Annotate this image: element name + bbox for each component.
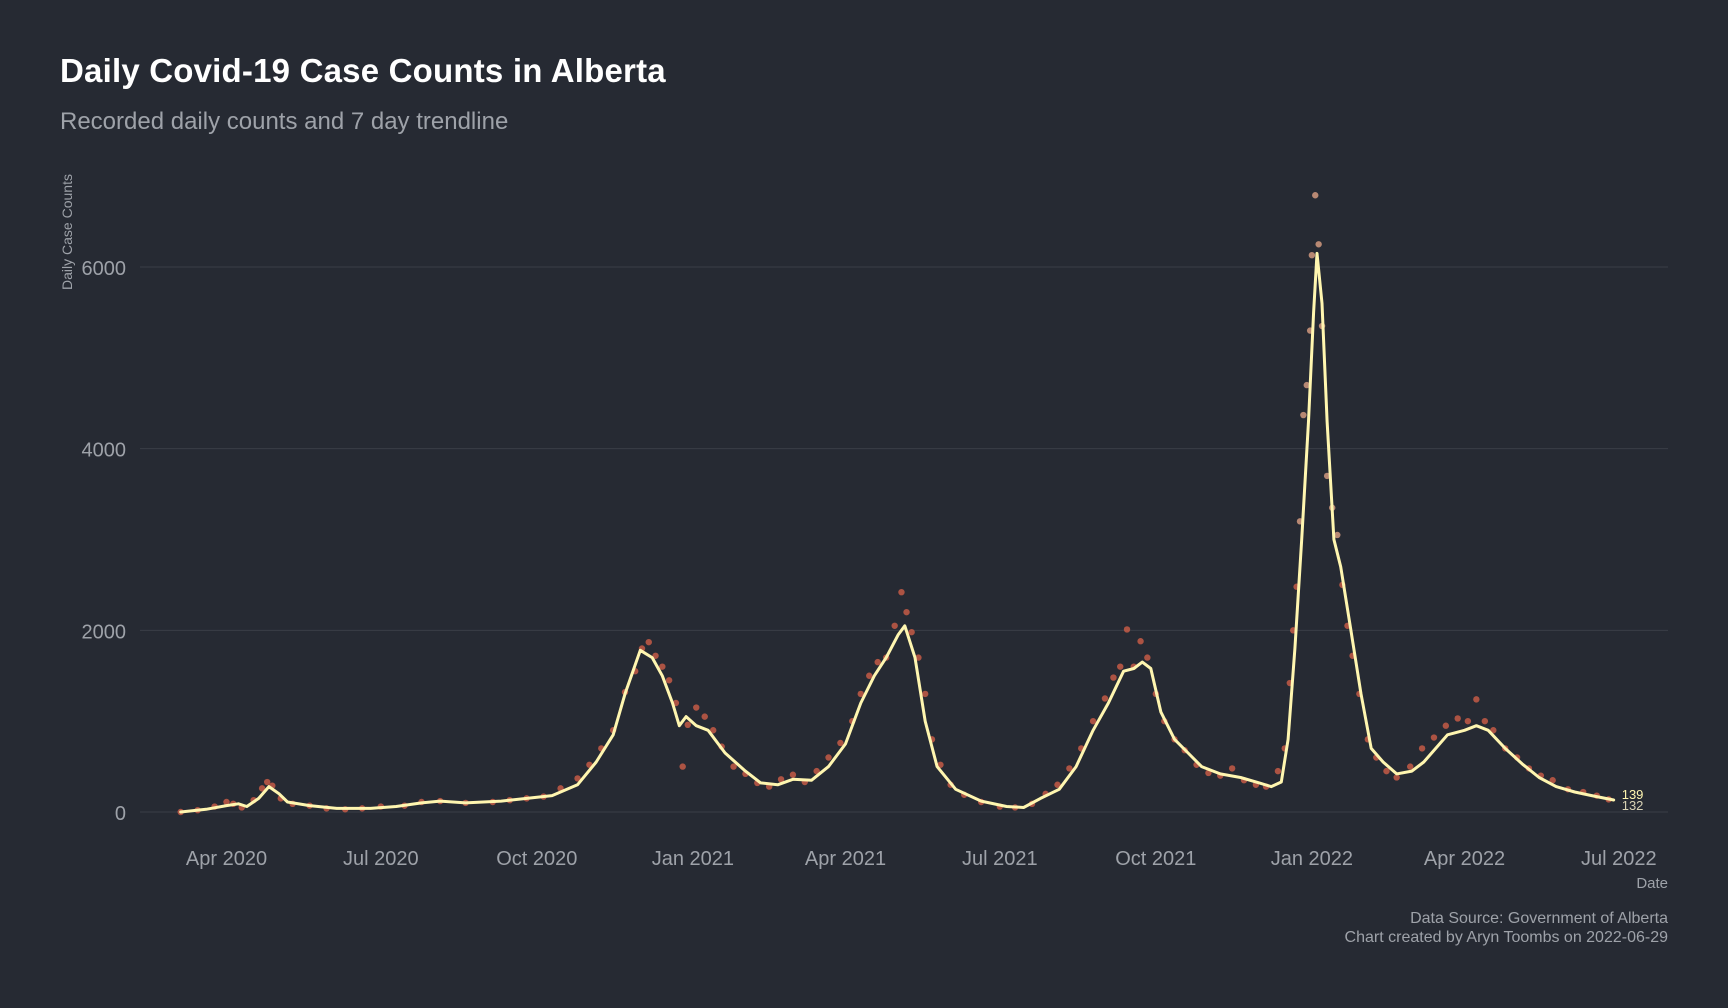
data-point (1454, 715, 1461, 722)
chart-subtitle: Recorded daily counts and 7 day trendlin… (60, 108, 509, 135)
x-tick-label: Apr 2021 (805, 848, 886, 870)
data-point (898, 588, 905, 596)
data-point (1315, 241, 1322, 248)
data-point (659, 663, 666, 670)
data-point (1308, 251, 1316, 259)
data-point (1066, 765, 1073, 772)
data-point (1123, 626, 1131, 633)
data-point (1089, 717, 1097, 725)
data-point (1144, 654, 1151, 661)
y-axis-label: Daily Case Counts (59, 174, 75, 290)
data-point (710, 727, 717, 734)
data-point (866, 672, 873, 679)
data-point (903, 608, 910, 616)
y-tick-label: 6000 (82, 258, 127, 280)
data-point (574, 775, 581, 782)
data-point (652, 652, 659, 659)
y-tick-label: 0 (115, 803, 126, 825)
data-point (1110, 674, 1117, 681)
data-point (1464, 717, 1472, 725)
data-point (701, 713, 708, 720)
data-point (1054, 781, 1061, 788)
data-point (937, 761, 944, 768)
data-point (1312, 192, 1319, 199)
trendline (179, 251, 1616, 814)
y-tick-label: 2000 (82, 621, 127, 643)
end-value-label: 139 (1622, 787, 1644, 802)
data-point (874, 658, 881, 666)
chart-title: Daily Covid-19 Case Counts in Alberta (60, 52, 666, 89)
data-point (1334, 531, 1341, 539)
data-point (813, 767, 820, 775)
line-layer (179, 251, 1616, 814)
data-point (730, 763, 737, 770)
data-point (1473, 696, 1480, 703)
data-point (684, 721, 691, 728)
x-tick-label: Apr 2022 (1424, 848, 1505, 870)
data-point (1393, 774, 1400, 781)
data-point (915, 654, 922, 661)
data-point (1303, 381, 1310, 389)
data-point (1442, 722, 1450, 729)
y-tick-layer: 0 2000 4000 6000 (82, 258, 127, 825)
data-point (258, 785, 266, 792)
data-point (665, 677, 673, 684)
end-value-label: 132 (1622, 798, 1644, 813)
data-point (1274, 767, 1282, 775)
x-tick-layer: Apr 2020 Jul 2020 Oct 2020 Jan 2021 Apr 2021… (186, 848, 1657, 870)
x-tick-label: Oct 2021 (1115, 848, 1196, 870)
data-point (837, 739, 844, 747)
data-point (1490, 727, 1497, 734)
data-point (1430, 734, 1438, 741)
data-point (1101, 695, 1109, 702)
data-point (1481, 717, 1489, 725)
data-point (825, 754, 832, 761)
data-point (645, 638, 652, 646)
grid-layer (140, 266, 1668, 813)
data-point (1300, 411, 1307, 419)
x-tick-label: Jan 2022 (1271, 848, 1353, 870)
data-point (1383, 767, 1390, 775)
data-point (921, 690, 929, 698)
x-tick-label: Jul 2021 (962, 848, 1038, 870)
x-tick-label: Apr 2020 (186, 848, 267, 870)
created-by-caption: Chart created by Aryn Toombs on 2022-06-… (1344, 929, 1668, 946)
data-point (908, 628, 915, 636)
data-point (1137, 638, 1144, 645)
data-point (891, 622, 898, 629)
data-point (223, 798, 230, 806)
data-point (1228, 765, 1236, 772)
data-point (789, 771, 797, 778)
data-point (1549, 777, 1556, 784)
points-layer (177, 192, 1612, 816)
x-tick-label: Jul 2020 (343, 848, 419, 870)
x-tick-label: Jan 2021 (652, 848, 734, 870)
data-point (1117, 663, 1124, 670)
data-point (1407, 763, 1414, 770)
data-point (679, 763, 686, 770)
data-source-caption: Data Source: Government of Alberta (1410, 910, 1668, 927)
y-tick-label: 4000 (82, 440, 127, 462)
data-point (693, 704, 700, 711)
data-point (777, 776, 785, 783)
data-point (263, 778, 271, 786)
data-point (1418, 745, 1426, 752)
x-axis-label: Date (1636, 875, 1668, 892)
x-tick-label: Jul 2022 (1581, 848, 1657, 870)
data-point (857, 690, 864, 698)
x-tick-label: Oct 2020 (496, 848, 577, 870)
